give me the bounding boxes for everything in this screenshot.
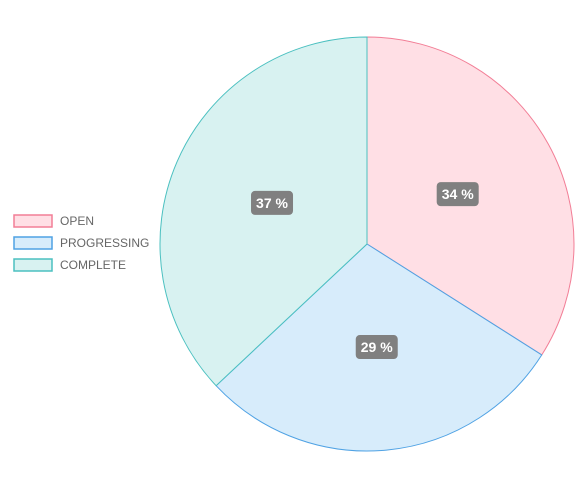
slice-label-progressing: 29 % [355,335,398,360]
legend-item-progressing[interactable]: PROGRESSING [13,236,149,250]
legend-label-complete: COMPLETE [60,258,126,272]
legend-swatch-complete [13,258,53,272]
slice-value-open: 34 % [442,186,474,202]
slice-label-bg-progressing [355,335,398,360]
slice-label-bg-complete [251,190,294,215]
slice-value-complete: 37 % [256,195,288,211]
slice-label-bg-open [436,182,479,207]
legend-item-complete[interactable]: COMPLETE [13,258,126,272]
slice-labels: 34 % 29 % 37 % [251,182,479,360]
legend-swatch-open [13,214,53,228]
legend: OPEN PROGRESSING COMPLETE [13,214,149,272]
legend-item-open[interactable]: OPEN [13,214,94,228]
legend-label-open: OPEN [60,214,94,228]
slice-label-complete: 37 % [251,190,294,215]
slice-value-progressing: 29 % [361,339,393,355]
legend-label-progressing: PROGRESSING [60,236,149,250]
legend-swatch-progressing [13,236,53,250]
pie-slices [159,36,575,452]
slice-label-open: 34 % [436,182,479,207]
